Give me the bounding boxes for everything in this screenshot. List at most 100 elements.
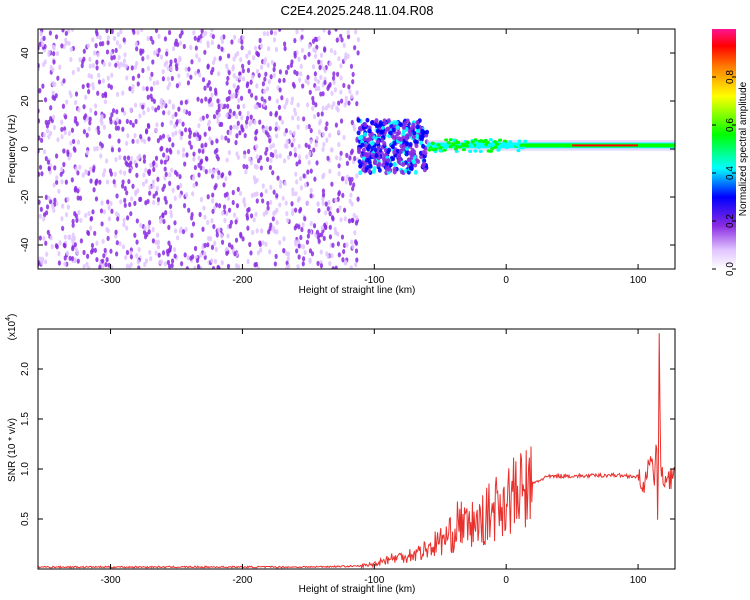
spectrogram-cell <box>215 153 219 160</box>
spectrogram-cell <box>134 41 138 47</box>
spectrogram-cell <box>195 257 200 264</box>
spectrogram-cell <box>142 138 147 145</box>
spectrogram-cell <box>177 73 181 79</box>
spectrogram-cell <box>115 193 119 199</box>
spectrogram-cell <box>105 226 109 233</box>
spectrogram-cell <box>84 94 88 100</box>
spectrogram-cell <box>142 154 146 160</box>
spectrogram-cell <box>142 110 146 116</box>
spectrogram-cell <box>163 36 168 42</box>
spectrogram-cell <box>75 217 79 223</box>
spectrogram-cell <box>108 61 112 67</box>
spectrogram-cell <box>137 73 141 79</box>
spectrogram-cell <box>314 76 318 82</box>
spectrogram-cell <box>41 83 45 89</box>
spectrogram-cell <box>225 63 229 69</box>
spectrogram-cell <box>106 75 110 81</box>
spectrogram-cell <box>407 128 412 134</box>
spectrogram-cell <box>45 128 50 134</box>
spectrogram-cell <box>266 205 270 211</box>
spectrogram-cell <box>353 155 357 162</box>
spectrogram-cell <box>302 116 306 122</box>
spectrogram-cell <box>282 236 286 242</box>
spectrogram-cell <box>90 242 95 249</box>
spectrogram-cell <box>145 86 149 92</box>
spectrogram-cell <box>286 64 290 70</box>
spectrogram-cell <box>162 110 166 116</box>
spectrogram-cell <box>130 155 134 162</box>
colorbar-tick-label: 0.4 <box>725 166 736 180</box>
spectrogram-cell <box>82 249 86 256</box>
spectrogram-cell <box>244 169 248 175</box>
spectrogram-cell <box>176 184 180 191</box>
spectrogram-cell <box>290 201 294 207</box>
spectrogram-cell <box>133 64 138 70</box>
spectrogram-cell <box>321 105 325 111</box>
spectrogram-cell <box>58 64 62 70</box>
spectrogram-cell <box>290 142 294 148</box>
spectrogram-cell <box>178 40 183 46</box>
spectrogram-cell <box>215 138 219 144</box>
spectrogram-cell <box>122 37 126 43</box>
spectrogram-cell <box>87 126 91 132</box>
spectrogram-cell <box>368 135 373 141</box>
spectrogram-cell <box>353 230 357 236</box>
spectrogram-cell <box>123 202 127 208</box>
spectrogram-cell <box>203 214 207 220</box>
spectrogram-cell <box>78 164 82 170</box>
spectrogram-cell <box>321 174 325 180</box>
spectrogram-cell <box>337 171 341 177</box>
spectrogram-cell <box>470 140 475 144</box>
spectrogram-cell <box>246 67 251 73</box>
spectrogram-cell <box>100 221 104 227</box>
spectrogram-cell <box>293 239 298 245</box>
spectrogram-cell <box>337 129 341 135</box>
spectrogram-cell <box>349 192 353 198</box>
spectrogram-cell <box>238 130 242 136</box>
spectrogram-cell <box>299 63 303 69</box>
spectrogram-cell <box>365 117 370 123</box>
spectrogram-cell <box>244 123 249 130</box>
spectrogram-cell <box>183 161 187 167</box>
spectrogram-cell <box>110 147 115 153</box>
spectrogram-cell <box>269 157 273 164</box>
spectrogram-cell <box>422 167 427 173</box>
spectrogram-cell <box>66 149 70 155</box>
spectrogram-cell <box>300 34 304 40</box>
spectrogram-cell <box>71 218 75 224</box>
spectrogram-cell <box>388 130 393 136</box>
spectrogram-cell <box>257 72 261 79</box>
spectrogram-cell <box>309 220 313 227</box>
spectrogram-cell <box>50 243 54 250</box>
spectrogram-cell <box>120 183 125 189</box>
spectrogram-cell <box>133 102 138 108</box>
spectrogram-cell <box>93 146 97 152</box>
spectrogram-cell <box>154 155 159 161</box>
spectrogram-cell <box>226 75 230 81</box>
spectrogram-cell <box>407 157 412 163</box>
spectrogram-cell <box>99 153 103 159</box>
spectrogram-cell <box>89 74 94 80</box>
spectrogram-cell <box>299 234 303 241</box>
spectrogram-cell <box>42 132 46 138</box>
spectrogram-cell <box>136 138 140 144</box>
spectrogram-cell <box>240 45 244 51</box>
spectrogram-cell <box>211 192 215 198</box>
spectrogram-cell <box>301 83 305 89</box>
spectrogram-cell <box>266 46 271 52</box>
spectrogram-cell <box>107 83 111 89</box>
spectrogram-cell <box>317 85 321 92</box>
spectrogram-cell <box>121 126 125 132</box>
spectrogram-cell <box>60 166 64 172</box>
spectrogram-cell <box>198 72 202 78</box>
spectrogram-cell <box>87 265 91 269</box>
spectrogram-cell <box>405 118 410 124</box>
spectrogram-cell <box>139 50 143 56</box>
spectrogram-cell <box>274 121 279 127</box>
spectrogram-cell <box>297 154 302 160</box>
spectrogram-cell <box>63 243 67 249</box>
spectrogram-cell <box>220 239 225 245</box>
spectrogram-cell <box>264 241 268 247</box>
spectrogram-cell <box>328 224 332 230</box>
spectrogram-cell <box>243 202 247 208</box>
